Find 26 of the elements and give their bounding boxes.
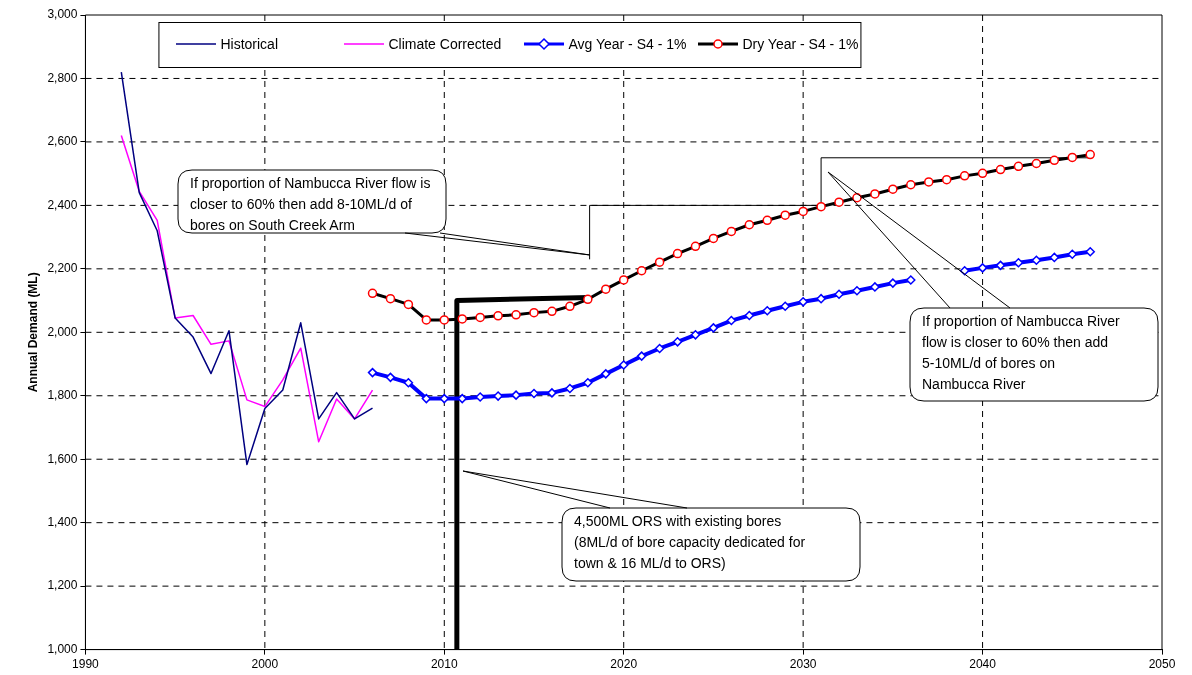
x-tick-label: 2050 [1148,657,1176,672]
annotation: 4,500ML ORS with existing bores (8ML/d of bore capacity dedicated for town & 16 ML/d to ORS) [573,512,807,573]
x-tick-label: 2020 [610,657,638,672]
x-tick-label: 2030 [789,657,817,672]
x-tick-label: 2040 [969,657,997,672]
y-tick-label: 1,000 [47,641,78,656]
y-tick-label: 1,400 [47,514,78,529]
annotation: If proportion of Nambucca River flow is closer to 60% then add 8-10ML/d of bores on South Creek Arm [178,170,446,236]
y-tick-label: 2,000 [47,324,78,339]
legend-label: Climate Corrected [388,36,502,52]
y-tick-label: 1,800 [47,388,78,403]
legend-label: Dry Year - S4 - 1% [742,36,859,52]
legend-label: Avg Year - S4 - 1% [568,36,687,52]
x-tick-label: 2010 [430,657,458,672]
annotation: If proportion of Nambucca River flow is closer to 60% then add 5-10ML/d of bores on Nambucca River [921,312,1121,394]
x-tick-label: 1990 [72,657,100,672]
y-tick-label: 2,400 [47,197,78,212]
y-axis-title: Annual Demand (ML) [25,272,40,393]
x-tick-label: 2000 [251,657,279,672]
y-tick-label: 1,600 [47,451,78,466]
legend-label: Historical [220,36,278,52]
y-tick-label: 2,800 [47,70,78,85]
y-tick-label: 2,600 [47,134,78,149]
y-tick-label: 3,000 [47,7,78,22]
y-tick-label: 2,200 [47,261,78,276]
y-tick-label: 1,200 [47,578,78,593]
